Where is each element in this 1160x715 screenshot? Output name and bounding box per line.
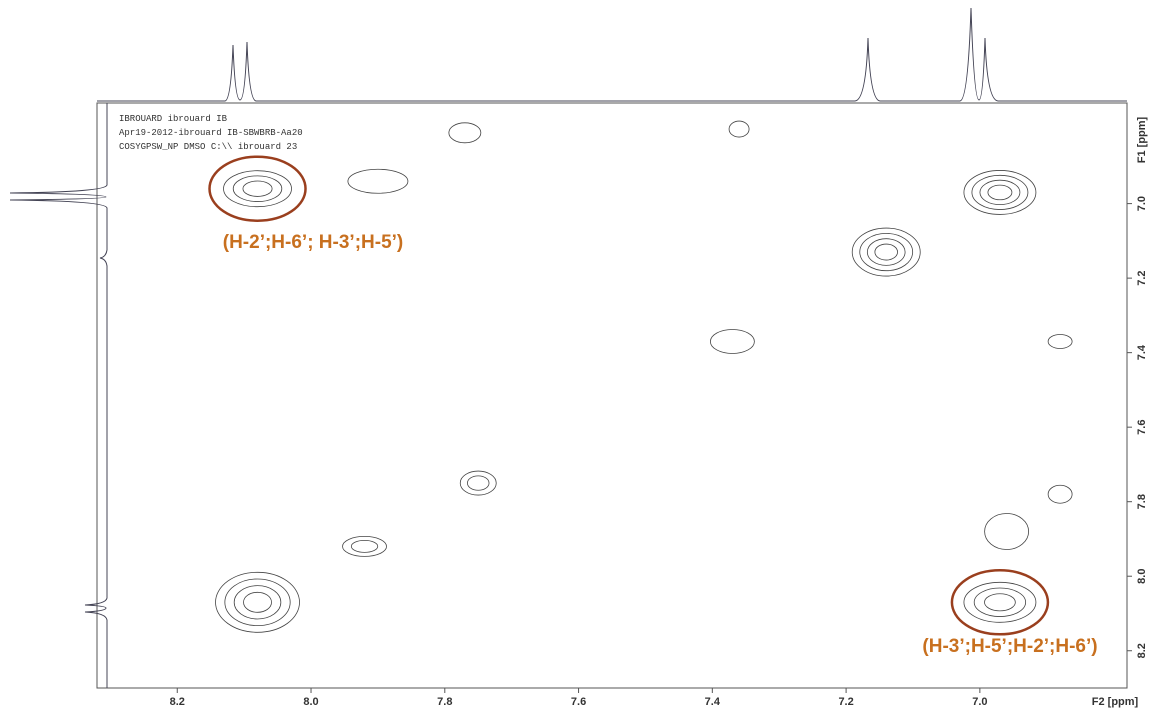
x-tick-label: 7.6: [571, 696, 586, 708]
contour-level: [224, 578, 291, 627]
cross-peak: [728, 120, 750, 138]
x-tick-label: 7.8: [437, 696, 452, 708]
cross-peak: [215, 571, 300, 633]
contour-level: [971, 174, 1029, 210]
header-line: COSYGPSW_NP DMSO C:\\ ibrouard 23: [119, 142, 297, 152]
y-tick-label: 7.8: [1136, 494, 1148, 509]
cross-peak: [963, 170, 1037, 215]
x-tick-label: 7.2: [838, 696, 853, 708]
y-tick-label: 7.6: [1136, 420, 1148, 435]
annotation: (H-2’;H-6’; H-3’;H-5’): [223, 232, 404, 253]
contour-level: [243, 591, 272, 613]
f2-projection: [97, 7, 1127, 102]
plot-frame: [96, 102, 1128, 689]
contour-level: [350, 540, 379, 553]
x-tick-label: 7.0: [972, 696, 987, 708]
y-tick-label: 7.2: [1136, 270, 1148, 285]
cross-peak: [223, 170, 292, 208]
x-tick-label: 7.4: [705, 696, 721, 708]
cross-peak: [448, 122, 482, 144]
cross-peak: [963, 581, 1037, 623]
header-line: IBROUARD ibrouard IB: [119, 114, 228, 124]
f1-projection: [9, 103, 108, 688]
cross-peak: [1047, 484, 1073, 504]
contour-level: [859, 232, 914, 272]
y-tick-label: 8.2: [1136, 643, 1148, 658]
header: IBROUARD ibrouard IB Apr19-2012-ibrouard …: [119, 114, 303, 152]
cross-peak: [459, 470, 497, 496]
contour-level: [874, 243, 898, 261]
contour-level: [973, 587, 1027, 617]
cross-peak: [1047, 334, 1073, 349]
contour-level: [984, 593, 1016, 612]
x-tick-label: 8.0: [303, 696, 318, 708]
cross-peak: [851, 227, 921, 277]
highlight-circle: [208, 155, 307, 222]
x-tick-label: 8.2: [170, 696, 185, 708]
contour-level: [467, 475, 490, 491]
contour-level: [987, 184, 1013, 201]
header-line: Apr19-2012-ibrouard IB-SBWBRB-Aa20: [119, 128, 303, 138]
contour-level: [232, 175, 283, 202]
annotation: (H-3’;H-5’;H-2’;H-6’): [922, 636, 1097, 657]
cross-peak: [347, 168, 409, 194]
cross-peak: [709, 329, 755, 354]
y-tick-label: 7.0: [1136, 196, 1148, 211]
contour-level: [979, 179, 1021, 206]
contour-level: [866, 238, 906, 266]
contour-level: [242, 180, 273, 197]
cross-peak: [342, 536, 387, 557]
y-tick-label: 8.0: [1136, 569, 1148, 584]
contour-level: [233, 585, 282, 620]
y-axis-label: F1 [ppm]: [1136, 116, 1148, 163]
y-tick-label: 7.4: [1136, 344, 1148, 360]
highlight-circle: [950, 569, 1050, 636]
x-axis-label: F2 [ppm]: [1092, 696, 1139, 708]
cross-peak: [984, 513, 1030, 550]
